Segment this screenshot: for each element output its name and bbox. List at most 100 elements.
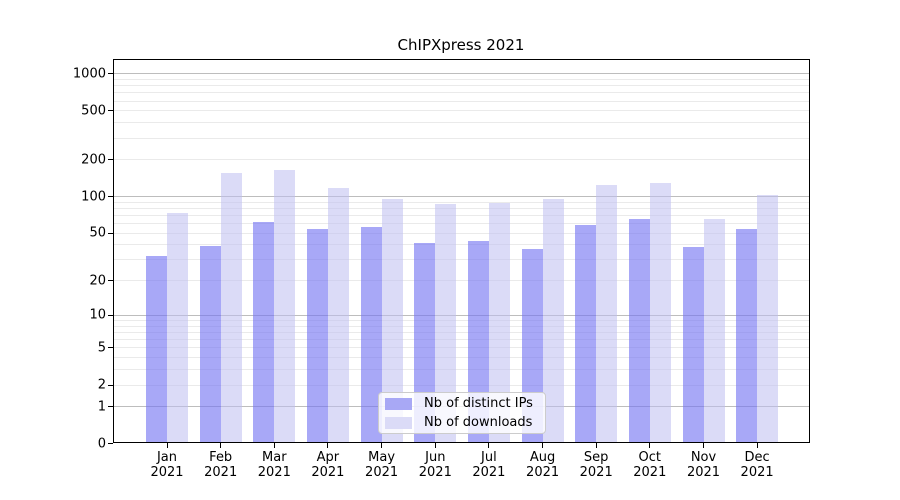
y-axis-tick	[108, 384, 113, 386]
x-axis-tick-label: Nov 2021	[673, 450, 735, 480]
minor-gridline	[114, 201, 809, 203]
x-axis-tick	[381, 443, 383, 448]
bar-downloads	[327, 187, 349, 442]
x-axis-tick-label-line: Oct	[638, 450, 662, 465]
y-axis-tick-label: 2	[97, 377, 106, 393]
y-axis-tick	[108, 159, 113, 161]
legend-swatch-downloads	[385, 416, 412, 429]
y-axis-tick-label: 0	[97, 436, 106, 452]
bar-distinct-ips	[199, 245, 221, 442]
minor-gridline	[114, 280, 809, 282]
bar-downloads	[703, 218, 725, 442]
bar-downloads	[220, 173, 242, 442]
bar-downloads	[435, 204, 457, 442]
bar-downloads	[596, 184, 618, 442]
minor-gridline	[114, 223, 809, 225]
minor-gridline	[114, 347, 809, 349]
x-axis-tick-label: Jun 2021	[404, 450, 466, 480]
major-gridline	[114, 73, 809, 75]
x-axis-tick	[273, 443, 275, 448]
y-axis-tick-label: 1000	[72, 66, 106, 82]
x-axis-tick-label-line: 2021	[257, 465, 291, 480]
x-axis-tick-label-line: Dec	[744, 450, 770, 465]
x-axis-tick-label-line: May	[368, 450, 396, 465]
bar-downloads	[274, 170, 296, 442]
minor-gridline	[114, 208, 809, 209]
minor-gridline	[114, 137, 809, 139]
x-axis-tick-label-line: 2021	[311, 465, 345, 480]
y-axis-tick	[108, 73, 113, 75]
x-axis-tick-label-line: 2021	[150, 465, 184, 480]
legend-label-distinct-ips: Nb of distinct IPs	[424, 396, 533, 411]
x-axis-tick-label: Oct 2021	[619, 450, 681, 480]
x-axis-tick	[703, 443, 704, 448]
x-axis-tick-label-line: Jan	[156, 450, 178, 465]
legend-row-downloads: Nb of downloads	[385, 415, 539, 431]
x-axis-tick	[649, 443, 651, 448]
bar-distinct-ips	[306, 229, 328, 442]
x-axis-tick-label-line: 2021	[204, 465, 238, 480]
x-axis-tick-label-line: Feb	[209, 450, 233, 465]
minor-gridline	[114, 159, 809, 161]
minor-gridline	[114, 92, 809, 94]
bar-downloads	[757, 194, 779, 442]
minor-gridline	[114, 244, 809, 246]
minor-gridline	[114, 215, 809, 216]
y-axis-tick-label: 100	[81, 189, 106, 205]
x-axis-tick-label-line: Nov	[690, 450, 717, 465]
y-axis-tick	[108, 110, 113, 112]
x-axis-tick	[542, 443, 544, 448]
x-axis-tick-label-line: 2021	[686, 465, 721, 480]
minor-gridline	[114, 79, 809, 80]
x-axis-tick-label: Sep 2021	[565, 450, 627, 480]
x-axis-tick-label-line: Jul	[481, 450, 497, 465]
legend-row-distinct-ips: Nb of distinct IPs	[385, 396, 539, 412]
x-axis-tick	[434, 443, 436, 448]
x-axis-tick-label: Feb 2021	[190, 450, 252, 480]
y-axis-tick-label: 5	[97, 340, 106, 356]
minor-gridline	[114, 110, 809, 112]
x-axis-tick-label-line: Sep	[583, 450, 609, 465]
x-axis-tick	[488, 443, 490, 448]
bar-distinct-ips	[628, 219, 650, 442]
bar-distinct-ips	[682, 247, 704, 442]
x-axis-tick-label: Apr 2021	[297, 450, 359, 480]
plot-area: 0 1 2 5 10 20 50 100 200 500 1000 Jan 2021 Feb 2021 Mar…	[73, 59, 810, 480]
minor-gridline	[114, 369, 809, 371]
bar-distinct-ips	[736, 229, 758, 442]
x-axis-tick-label: Jul 2021	[458, 450, 520, 480]
minor-gridline	[114, 339, 809, 341]
y-axis-tick-label: 500	[81, 103, 106, 119]
bar-distinct-ips	[467, 240, 489, 442]
bar-downloads	[649, 183, 671, 442]
bar-distinct-ips	[253, 221, 275, 442]
x-axis-tick-label-line: Mar	[262, 450, 287, 465]
minor-gridline	[114, 259, 809, 261]
minor-gridline	[114, 85, 809, 87]
x-axis-tick-label-line: 2021	[526, 465, 560, 480]
x-axis-tick-label-line: 2021	[740, 465, 774, 480]
y-axis-tick	[108, 443, 113, 445]
major-gridline	[114, 314, 809, 316]
minor-gridline	[114, 357, 809, 359]
bar-distinct-ips	[575, 224, 597, 442]
y-axis-tick	[108, 232, 113, 234]
x-axis-tick	[595, 443, 597, 448]
y-axis-tick	[108, 347, 113, 349]
y-axis-tick	[108, 196, 113, 198]
bar-distinct-ips	[146, 256, 167, 442]
bar-distinct-ips	[360, 227, 382, 442]
y-axis-tick-label: 10	[89, 307, 106, 323]
y-axis-tick-label: 20	[89, 273, 106, 289]
x-axis-tick	[166, 443, 168, 448]
x-axis-tick	[327, 443, 329, 448]
y-axis-tick-label: 1	[97, 399, 106, 415]
chart-title: ChIPXpress 2021	[397, 36, 525, 54]
x-axis-tick	[220, 443, 222, 448]
x-axis-tick-label-line: 2021	[418, 465, 452, 480]
y-axis-tick	[108, 314, 113, 316]
x-axis-tick	[756, 443, 758, 448]
bar-downloads	[167, 213, 188, 442]
legend-label-downloads: Nb of downloads	[424, 415, 533, 430]
